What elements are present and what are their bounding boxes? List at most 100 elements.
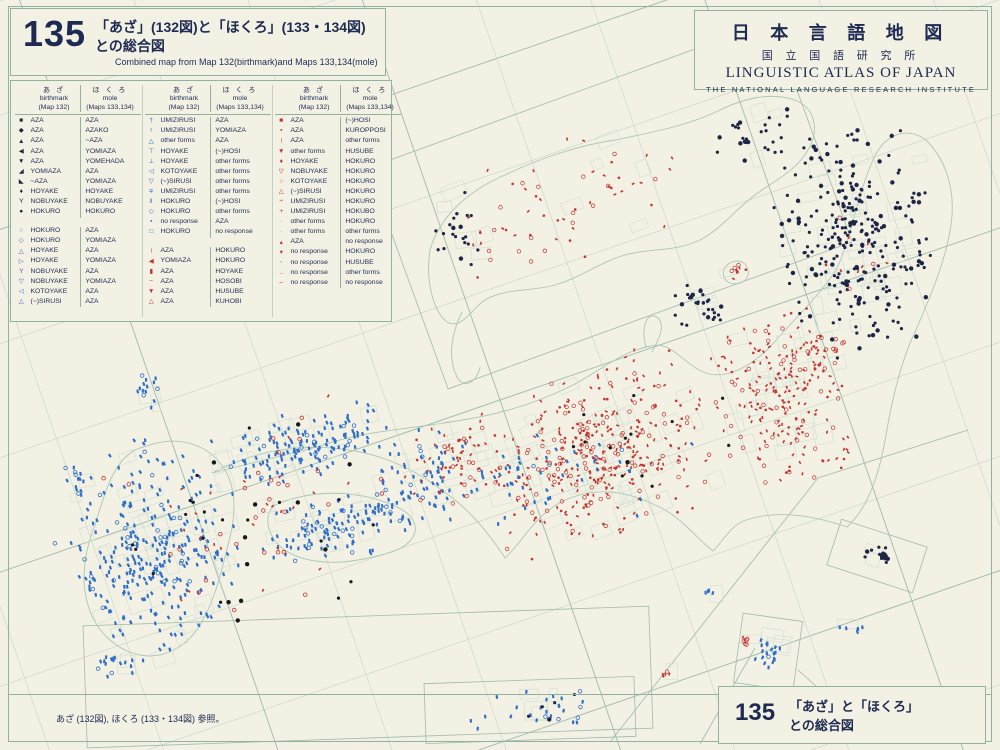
legend-row: ● HOKURO HOKURO xyxy=(15,207,141,218)
legend-birthmark-form: AZA xyxy=(30,127,44,135)
legend-birthmark-form: AZA xyxy=(160,287,174,295)
legend-row: ◆ AZA AZAKO xyxy=(15,126,141,137)
legend-mole-form: AZAKO xyxy=(80,126,141,137)
legend-mole-form: AZA xyxy=(80,226,141,237)
legend-birthmark-form: other forms xyxy=(290,218,325,226)
legend-symbol-icon: ● xyxy=(19,208,24,216)
legend-birthmark-form: UMIZIRUSI xyxy=(160,117,196,125)
legend-mole-form: HOSOBI xyxy=(210,277,271,288)
legend-symbol-icon: △ xyxy=(278,188,284,196)
cluster-amami-blue xyxy=(95,655,145,679)
legend-birthmark-form: NOBUYAKE xyxy=(30,277,68,285)
reference-caption: あざ (132図), ほくろ (133・134図) 参照。 xyxy=(56,714,225,724)
legend-row: ♦ HOYAKE HOKURO xyxy=(275,156,401,168)
legend-row: ▼ other forms HUSUBE xyxy=(275,146,401,157)
legend-row: ◁ KOTOYAKE AZA xyxy=(15,287,141,298)
cluster-tsushima-blue xyxy=(72,465,85,496)
legend-row: ▽ NOBUYAKE YOMIAZA xyxy=(15,277,141,288)
title-english: Combined map from Map 132(birthmark)and … xyxy=(115,57,378,67)
cluster-nhonshu-navy xyxy=(673,283,724,327)
legend-group-2: あ ざ birthmark (Map 132) ほ く ろ mole (Maps 133,… xyxy=(145,85,273,317)
legend-mole-form: no response xyxy=(210,227,271,238)
legend-mole-form: no response xyxy=(340,237,401,248)
legend-symbol-icon: ⊥ xyxy=(148,157,155,165)
institute-box: 日 本 言 語 地 図 国 立 国 語 研 究 所 LINGUISTIC ATL… xyxy=(694,10,988,94)
legend-mole-form: other forms xyxy=(340,136,401,147)
legend-birthmark-form: UMIZIRUSI xyxy=(290,197,326,205)
legend-birthmark-form: UMIZIRUSI xyxy=(160,187,196,195)
legend-mole-form: HOYAKE xyxy=(210,266,271,277)
legend-birthmark-form: AZA xyxy=(160,267,174,275)
legend-row: · other forms other forms xyxy=(275,227,401,238)
cluster-kanto-red xyxy=(709,307,850,485)
legend-mole-form: (~)HOSI xyxy=(210,146,271,157)
cluster-tohoku-navy xyxy=(766,128,932,360)
legend-mole-form: AZA xyxy=(210,217,271,228)
title-japanese-line2: との総合図 xyxy=(95,38,165,54)
legend-mole-form: HOKURO xyxy=(340,197,401,208)
legend-birthmark-form: no response xyxy=(290,258,328,266)
atlas-title-english: LINGUISTIC ATLAS OF JAPAN xyxy=(725,65,957,81)
legend-birthmark-form: NOBUYAKE xyxy=(30,267,68,275)
institute-name-english: THE NATIONAL LANGUAGE RESEARCH INSTITUTE xyxy=(705,85,977,94)
legend-birthmark-form: AZA xyxy=(290,137,304,145)
legend-mole-form: NOBUYAKE xyxy=(80,197,141,208)
legend-mole-form: HOKURO xyxy=(340,167,401,178)
legend-symbol-icon: ◇ xyxy=(148,208,154,216)
legend-row: ■ AZA (~)HOSI xyxy=(275,116,401,127)
legend-row: ◁ KOTOYAKE other forms xyxy=(145,167,271,178)
cluster-kansai-blue xyxy=(380,428,485,523)
legend-row: △ other forms AZA xyxy=(145,136,271,147)
legend-row: ▷ HOYAKE YOMIAZA xyxy=(15,256,141,267)
institute-name-japanese: 国 立 国 語 研 究 所 xyxy=(761,50,921,62)
legend-mole-form: YOMIAZA xyxy=(210,126,271,137)
cluster-hokkaido-navy-e xyxy=(715,107,790,163)
legend-row: ∓ UMIZIRUSI other forms xyxy=(145,187,271,198)
legend-row: ♀ UMIZIRUSI YOMIAZA xyxy=(145,126,271,137)
legend-group-1: あ ざ birthmark (Map 132) ほ く ろ mole (Maps 133,… xyxy=(15,85,143,317)
legend-symbol-icon: ∙ xyxy=(280,218,283,226)
legend-row: ▴ AZA no response xyxy=(275,237,401,248)
legend-row: – no response no response xyxy=(275,278,401,289)
legend-birthmark-form: NOBUYAKE xyxy=(30,197,68,205)
legend-birthmark-form: AZA xyxy=(160,277,174,285)
legend-header: あ ざ birthmark (Map 132) ほ く ろ mole (Maps 133,… xyxy=(145,85,271,115)
cluster-kansai-red xyxy=(403,412,501,506)
legend-symbol-icon: ◁ xyxy=(18,287,24,295)
legend-mole-form: HOKURO xyxy=(340,156,401,168)
legend-birthmark-form: HOKURO xyxy=(160,208,191,216)
legend-symbol-icon: ▪ xyxy=(280,127,283,135)
legend-mole-form: HOKUBO xyxy=(340,207,401,218)
legend-mole-form: (~)HOSI xyxy=(210,197,271,208)
legend-mole-form: other forms xyxy=(210,156,271,168)
legend-row: ▪ no response AZA xyxy=(145,217,271,228)
legend-symbol-icon: ∓ xyxy=(148,188,154,196)
legend-symbol-icon: ◀ xyxy=(148,257,154,265)
legend-row: Y NOBUYAKE NOBUYAKE xyxy=(15,197,141,208)
legend-row: ÷ UMIZIRUSI HOKURO xyxy=(275,197,401,208)
legend-mole-form: AZA xyxy=(80,297,141,308)
legend-mole-form: HOKURO xyxy=(340,177,401,188)
legend-birthmark-form: other forms xyxy=(290,228,325,236)
cluster-south-blue xyxy=(753,638,781,670)
legend-mole-form: HOKURO xyxy=(210,246,271,257)
legend-birthmark-form: HOKURO xyxy=(30,208,61,216)
legend-birthmark-form: other forms xyxy=(290,147,325,155)
bottom-map-number: 135 xyxy=(735,699,776,726)
legend-birthmark-form: other forms xyxy=(160,137,195,145)
cluster-hokkaido-navy-sw xyxy=(434,190,480,267)
cluster-south-red xyxy=(741,635,750,647)
legend-birthmark-form: ~AZA xyxy=(30,177,48,185)
legend-symbol-icon: ! xyxy=(280,137,283,145)
legend-birthmark-form: HOYAKE xyxy=(160,157,189,165)
legend-mole-form: HOKURO xyxy=(80,207,141,218)
legend-birthmark-form: AZA xyxy=(30,137,44,145)
legend-birthmark-form: HOYAKE xyxy=(30,257,59,265)
legend-group-3: あ ざ birthmark (Map 132) ほ く ろ mole (Maps 133,… xyxy=(275,85,402,317)
legend-mole-form: HUSUBE xyxy=(210,287,271,298)
legend-symbol-icon: ▴ xyxy=(279,238,283,246)
legend-symbol-icon: † xyxy=(149,117,154,125)
cluster-chubu-blue-scatter xyxy=(516,442,694,518)
legend-mole-form: no response xyxy=(340,278,401,289)
legend-symbol-icon: ◦ xyxy=(280,258,283,266)
